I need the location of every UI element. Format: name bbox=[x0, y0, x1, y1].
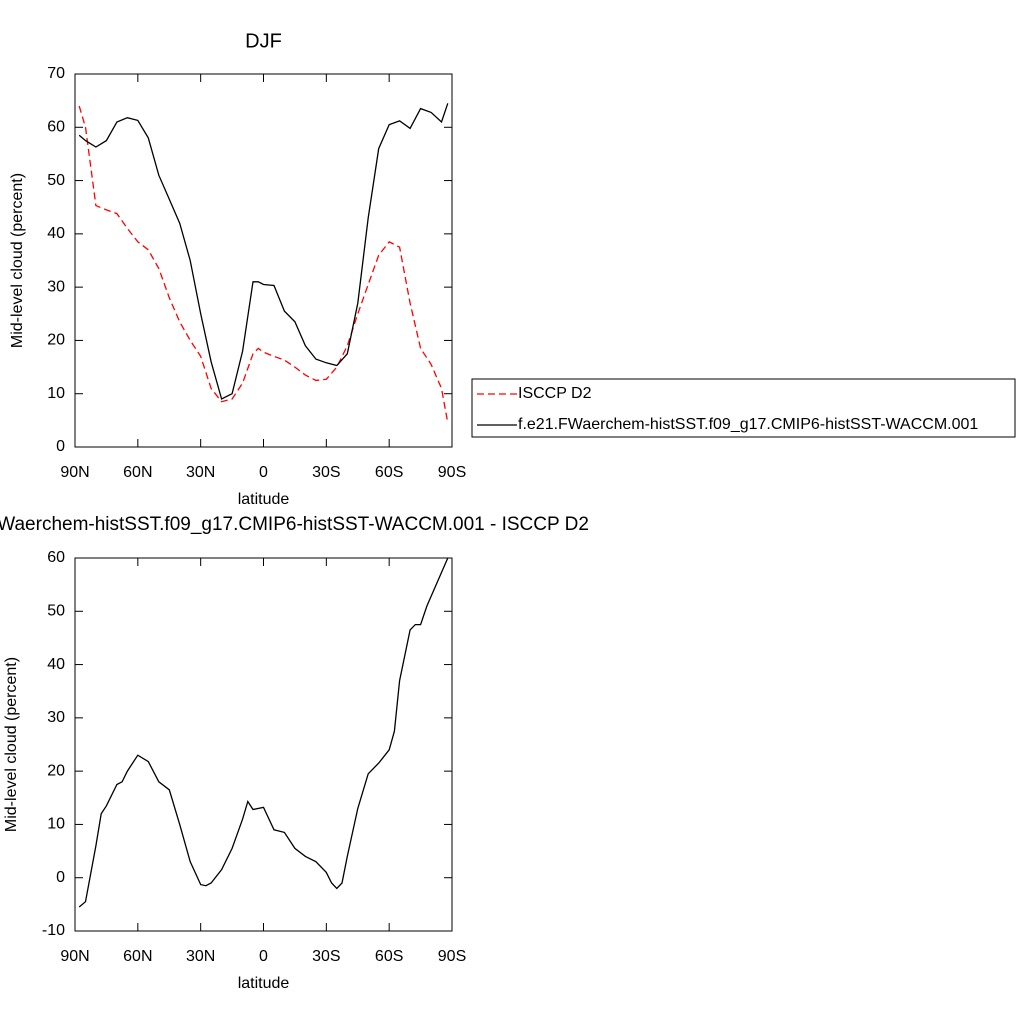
x-tick-label: 60N bbox=[123, 948, 152, 965]
legend-label: f.e21.FWaerchem-histSST.f09_g17.CMIP6-hi… bbox=[518, 416, 978, 433]
x-tick-label: 30N bbox=[186, 464, 215, 481]
y-tick-label: 50 bbox=[47, 172, 65, 189]
y-tick-label: 30 bbox=[47, 278, 65, 295]
data-line bbox=[78, 557, 449, 908]
data-line bbox=[78, 103, 449, 400]
y-tick-label: 40 bbox=[47, 225, 65, 242]
y-tick-label: 20 bbox=[47, 332, 65, 349]
y-tick-label: -10 bbox=[42, 922, 65, 939]
x-tick-label: 0 bbox=[259, 948, 268, 965]
y-tick-label: 60 bbox=[47, 549, 65, 566]
y-tick-label: 60 bbox=[47, 119, 65, 136]
x-tick-label: 0 bbox=[259, 464, 268, 481]
data-line bbox=[78, 105, 449, 424]
y-tick-label: 10 bbox=[47, 816, 65, 833]
y-axis-label: Mid-level cloud (percent) bbox=[3, 657, 20, 832]
chart-title: f.e21.FWaerchem-histSST.f09_g17.CMIP6-hi… bbox=[0, 514, 589, 535]
legend-label: ISCCP D2 bbox=[518, 385, 592, 402]
x-axis-label: latitude bbox=[238, 975, 290, 992]
plot-frame bbox=[74, 557, 453, 932]
x-tick-label: 30N bbox=[186, 948, 215, 965]
y-tick-label: 20 bbox=[47, 762, 65, 779]
y-tick-label: 10 bbox=[47, 385, 65, 402]
y-tick-label: 0 bbox=[56, 869, 65, 886]
x-tick-label: 30S bbox=[312, 464, 340, 481]
x-tick-label: 90S bbox=[438, 464, 466, 481]
x-tick-label: 90N bbox=[60, 948, 89, 965]
y-tick-label: 70 bbox=[47, 65, 65, 82]
y-tick-label: 0 bbox=[56, 438, 65, 455]
x-axis-label: latitude bbox=[238, 491, 290, 508]
x-tick-label: 90N bbox=[60, 464, 89, 481]
x-tick-label: 60N bbox=[123, 464, 152, 481]
plot-frame bbox=[74, 73, 453, 448]
x-tick-label: 30S bbox=[312, 948, 340, 965]
y-axis-label: Mid-level cloud (percent) bbox=[9, 173, 26, 348]
y-tick-label: 30 bbox=[47, 709, 65, 726]
y-tick-label: 50 bbox=[47, 603, 65, 620]
x-tick-label: 60S bbox=[375, 948, 403, 965]
chart-title: DJF bbox=[245, 30, 282, 52]
y-tick-label: 40 bbox=[47, 656, 65, 673]
x-tick-label: 90S bbox=[438, 948, 466, 965]
x-tick-label: 60S bbox=[375, 464, 403, 481]
legend-box bbox=[471, 378, 1016, 438]
